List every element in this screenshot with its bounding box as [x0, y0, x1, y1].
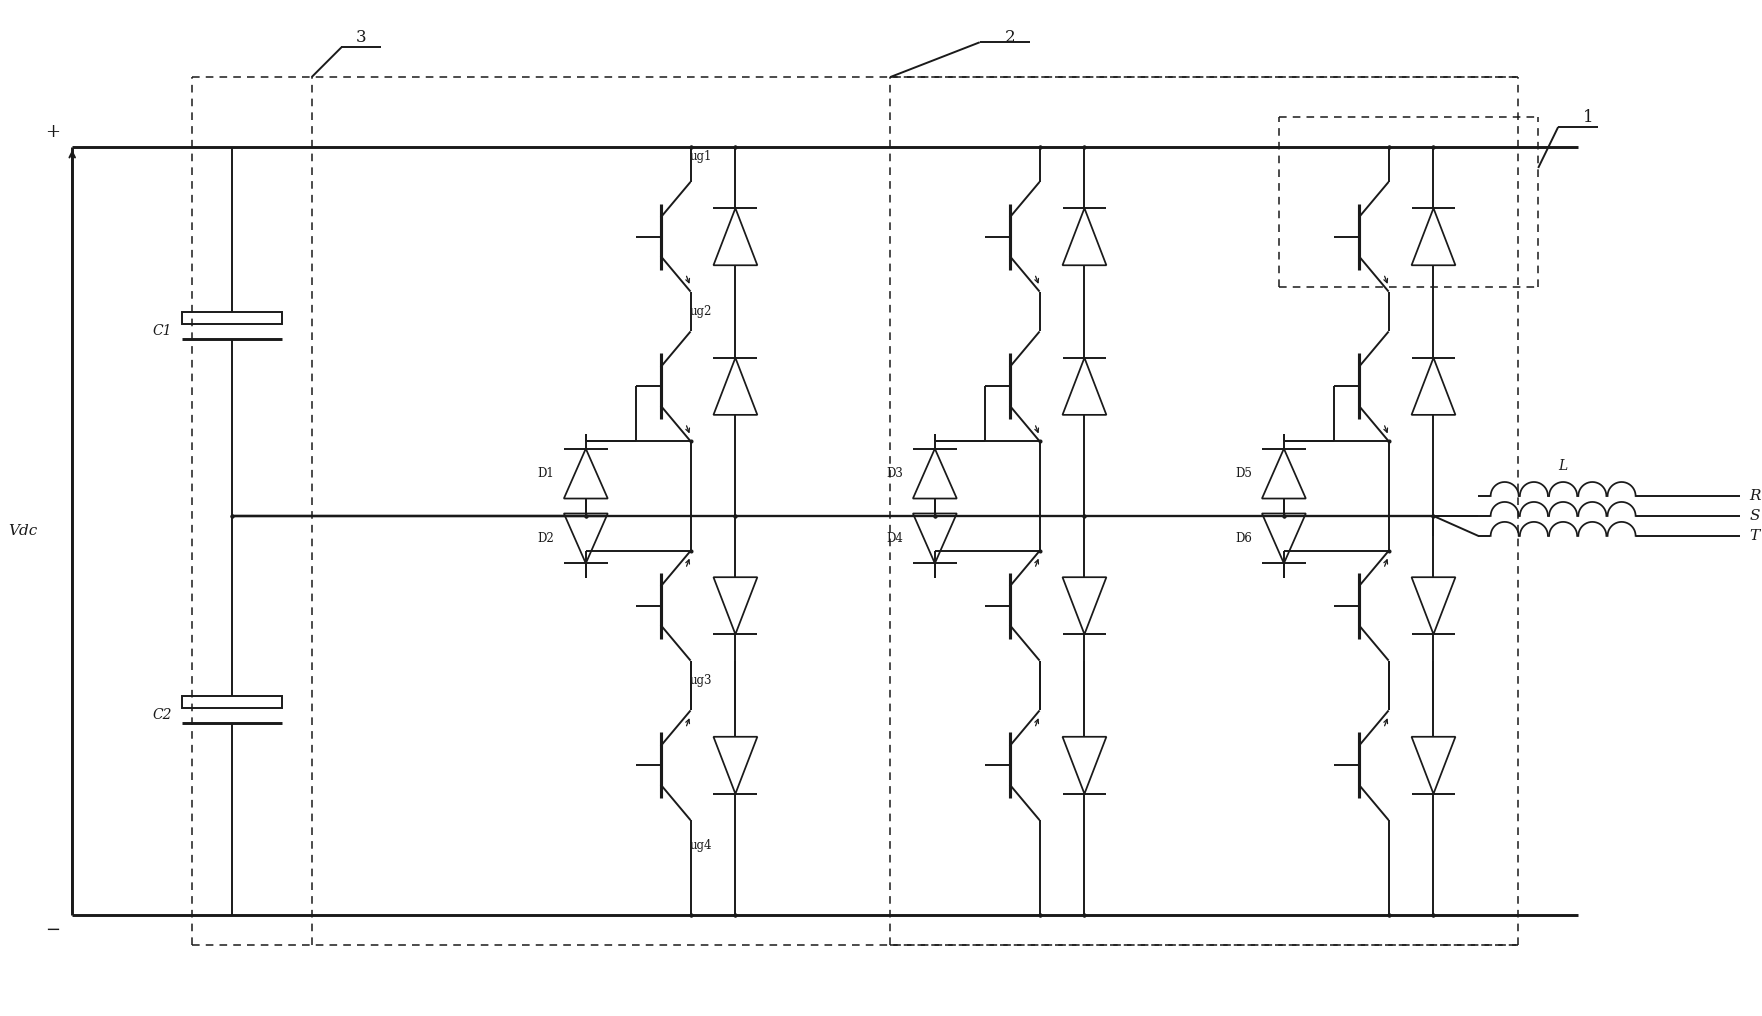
Polygon shape [913, 513, 957, 563]
Text: R: R [1750, 489, 1760, 503]
Text: ug2: ug2 [689, 305, 712, 318]
Text: D5: D5 [1235, 467, 1253, 481]
Polygon shape [1062, 208, 1107, 265]
Text: D6: D6 [1235, 532, 1253, 545]
Text: C2: C2 [152, 708, 171, 722]
Polygon shape [1411, 737, 1455, 793]
Polygon shape [1062, 737, 1107, 793]
Text: D4: D4 [886, 532, 904, 545]
Polygon shape [1062, 358, 1107, 415]
Text: −: − [44, 920, 60, 939]
Polygon shape [1411, 358, 1455, 415]
Polygon shape [1262, 513, 1306, 563]
Polygon shape [913, 449, 957, 499]
Polygon shape [564, 449, 608, 499]
Text: ug4: ug4 [689, 838, 712, 851]
Polygon shape [714, 358, 758, 415]
Text: ug1: ug1 [689, 150, 712, 164]
Text: Vdc: Vdc [7, 524, 37, 537]
Polygon shape [714, 208, 758, 265]
Polygon shape [1262, 449, 1306, 499]
FancyBboxPatch shape [181, 696, 282, 708]
Text: 1: 1 [1582, 109, 1593, 126]
Text: L: L [1559, 459, 1568, 473]
Text: D2: D2 [537, 532, 555, 545]
FancyBboxPatch shape [181, 312, 282, 324]
Text: D1: D1 [537, 467, 555, 481]
Polygon shape [714, 577, 758, 634]
Text: C1: C1 [152, 324, 171, 338]
Polygon shape [1062, 577, 1107, 634]
Polygon shape [1411, 577, 1455, 634]
Text: T: T [1750, 529, 1760, 543]
Polygon shape [564, 513, 608, 563]
Text: 2: 2 [1004, 28, 1015, 46]
Text: S: S [1750, 509, 1760, 523]
Text: D3: D3 [886, 467, 904, 481]
Polygon shape [1411, 208, 1455, 265]
Text: +: + [44, 123, 60, 141]
Text: 3: 3 [356, 28, 366, 46]
Text: ug3: ug3 [689, 674, 712, 687]
Polygon shape [714, 737, 758, 793]
